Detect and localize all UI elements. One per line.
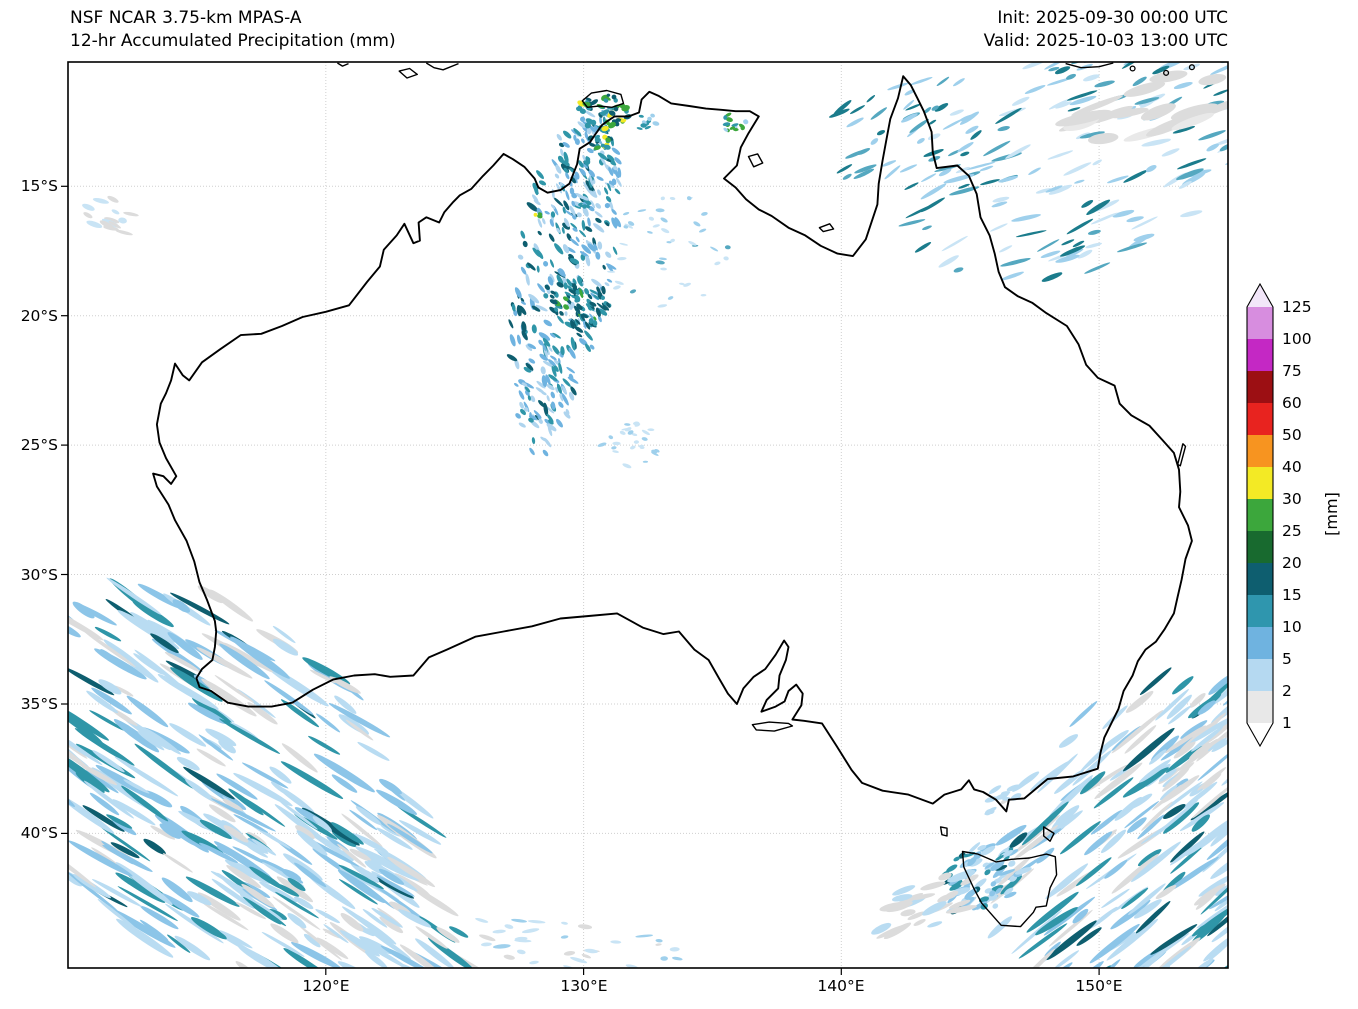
colorbar-tick-label: 1	[1282, 714, 1292, 732]
colorbar-tick-label: 50	[1282, 426, 1302, 444]
x-axis-tick-label: 130°E	[560, 977, 608, 995]
colorbar-segment	[1247, 691, 1273, 724]
colorbar-segment	[1247, 531, 1273, 564]
colorbar-tick-label: 30	[1282, 490, 1302, 508]
figure-time-block: Init: 2025-09-30 00:00 UTC Valid: 2025-1…	[984, 7, 1228, 53]
y-axis-tick-label: 20°S	[20, 307, 58, 325]
init-time: Init: 2025-09-30 00:00 UTC	[997, 8, 1228, 28]
x-axis-tick-label: 150°E	[1075, 977, 1123, 995]
colorbar-tick-label: 75	[1282, 362, 1302, 380]
product-name: 12-hr Accumulated Precipitation (mm)	[70, 31, 396, 51]
colorbar-over-arrow	[1247, 284, 1273, 307]
colorbar-segment	[1247, 371, 1273, 404]
valid-time: Valid: 2025-10-03 13:00 UTC	[983, 31, 1228, 51]
colorbar-tick-label: 10	[1282, 618, 1302, 636]
colorbar-tick-label: 60	[1282, 394, 1302, 412]
colorbar-segment	[1247, 499, 1273, 532]
colorbar-segment	[1247, 659, 1273, 692]
y-axis-tick-label: 40°S	[20, 824, 58, 842]
y-axis-tick-label: 25°S	[20, 436, 58, 454]
colorbar-tick-label: 15	[1282, 586, 1302, 604]
colorbar-outline	[1246, 282, 1274, 748]
colorbar-tick-label: 100	[1282, 330, 1312, 348]
colorbar	[1246, 282, 1274, 748]
y-axis-tick-label: 35°S	[20, 695, 58, 713]
x-axis-tick-label: 140°E	[817, 977, 865, 995]
colorbar-tick-label: 125	[1282, 298, 1312, 316]
model-name: NSF NCAR 3.75-km MPAS-A	[70, 8, 302, 28]
y-axis-tick-label: 30°S	[20, 566, 58, 584]
colorbar-tick-label: 25	[1282, 522, 1302, 540]
colorbar-unit-label: [mm]	[1322, 492, 1341, 536]
colorbar-tick-label: 20	[1282, 554, 1302, 572]
colorbar-segment	[1247, 467, 1273, 500]
coastline-layer	[152, 62, 1195, 928]
colorbar-segment	[1247, 595, 1273, 628]
colorbar-tick-label: 2	[1282, 682, 1292, 700]
colorbar-under-arrow	[1247, 723, 1273, 746]
plot-border	[67, 61, 1229, 969]
precip-field-layer	[68, 62, 1228, 968]
figure-title-block: NSF NCAR 3.75-km MPAS-A 12-hr Accumulate…	[70, 7, 396, 53]
colorbar-segment	[1247, 563, 1273, 596]
colorbar-segment	[1247, 339, 1273, 372]
y-axis-tick-label: 15°S	[20, 177, 58, 195]
colorbar-segment	[1247, 403, 1273, 436]
colorbar-segment	[1247, 435, 1273, 468]
colorbar-segment	[1247, 307, 1273, 340]
x-axis-tick-label: 120°E	[302, 977, 350, 995]
colorbar-segment	[1247, 627, 1273, 660]
colorbar-tick-label: 40	[1282, 458, 1302, 476]
axis-ticks	[61, 185, 1100, 975]
colorbar-tick-label: 5	[1282, 650, 1292, 668]
